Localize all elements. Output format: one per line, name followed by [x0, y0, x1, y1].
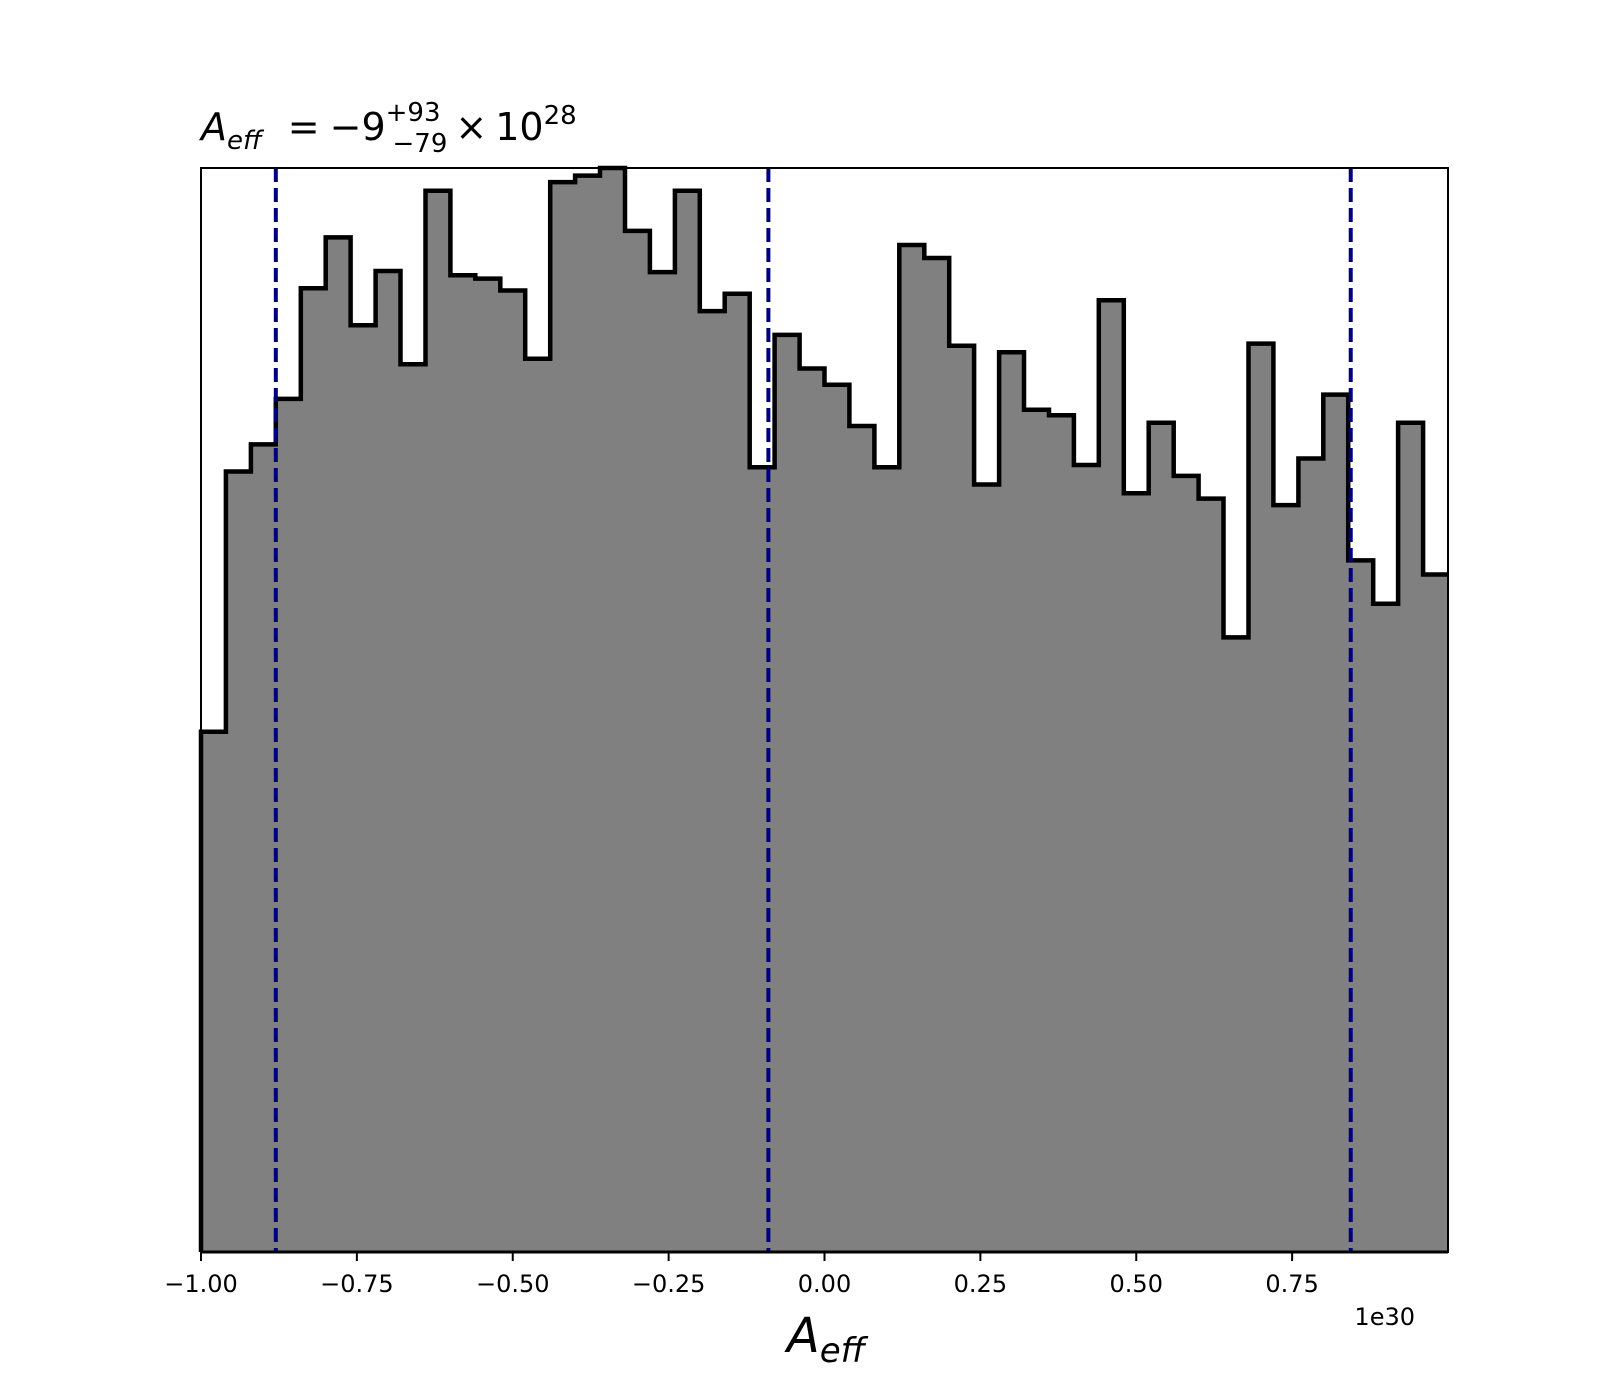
x-ticks: −1.00 −0.75 −0.50 −0.25 0.00 0.25 0.50 0.75 — [164, 1252, 1319, 1298]
x-tick-label: −0.50 — [476, 1270, 550, 1298]
x-offset-label: 1e30 — [1354, 1303, 1415, 1331]
x-tick-label: 0.75 — [1265, 1270, 1318, 1298]
x-axis-label: Aeff — [784, 1308, 869, 1371]
x-tick-label: 0.25 — [954, 1270, 1007, 1298]
x-tick-label: −1.00 — [164, 1270, 238, 1298]
x-tick-label: 0.50 — [1110, 1270, 1163, 1298]
histogram-fill — [201, 168, 1448, 1252]
chart-title: Aeff = −9+93 −79 × 1028 — [198, 98, 577, 159]
quantile-lines — [273, 168, 1353, 1252]
x-tick-label: −0.75 — [320, 1270, 394, 1298]
histogram-outline — [198, 165, 1448, 1252]
x-tick-label: −0.25 — [632, 1270, 706, 1298]
x-tick-label: 0.00 — [798, 1270, 851, 1298]
plot-area — [198, 165, 1449, 1254]
